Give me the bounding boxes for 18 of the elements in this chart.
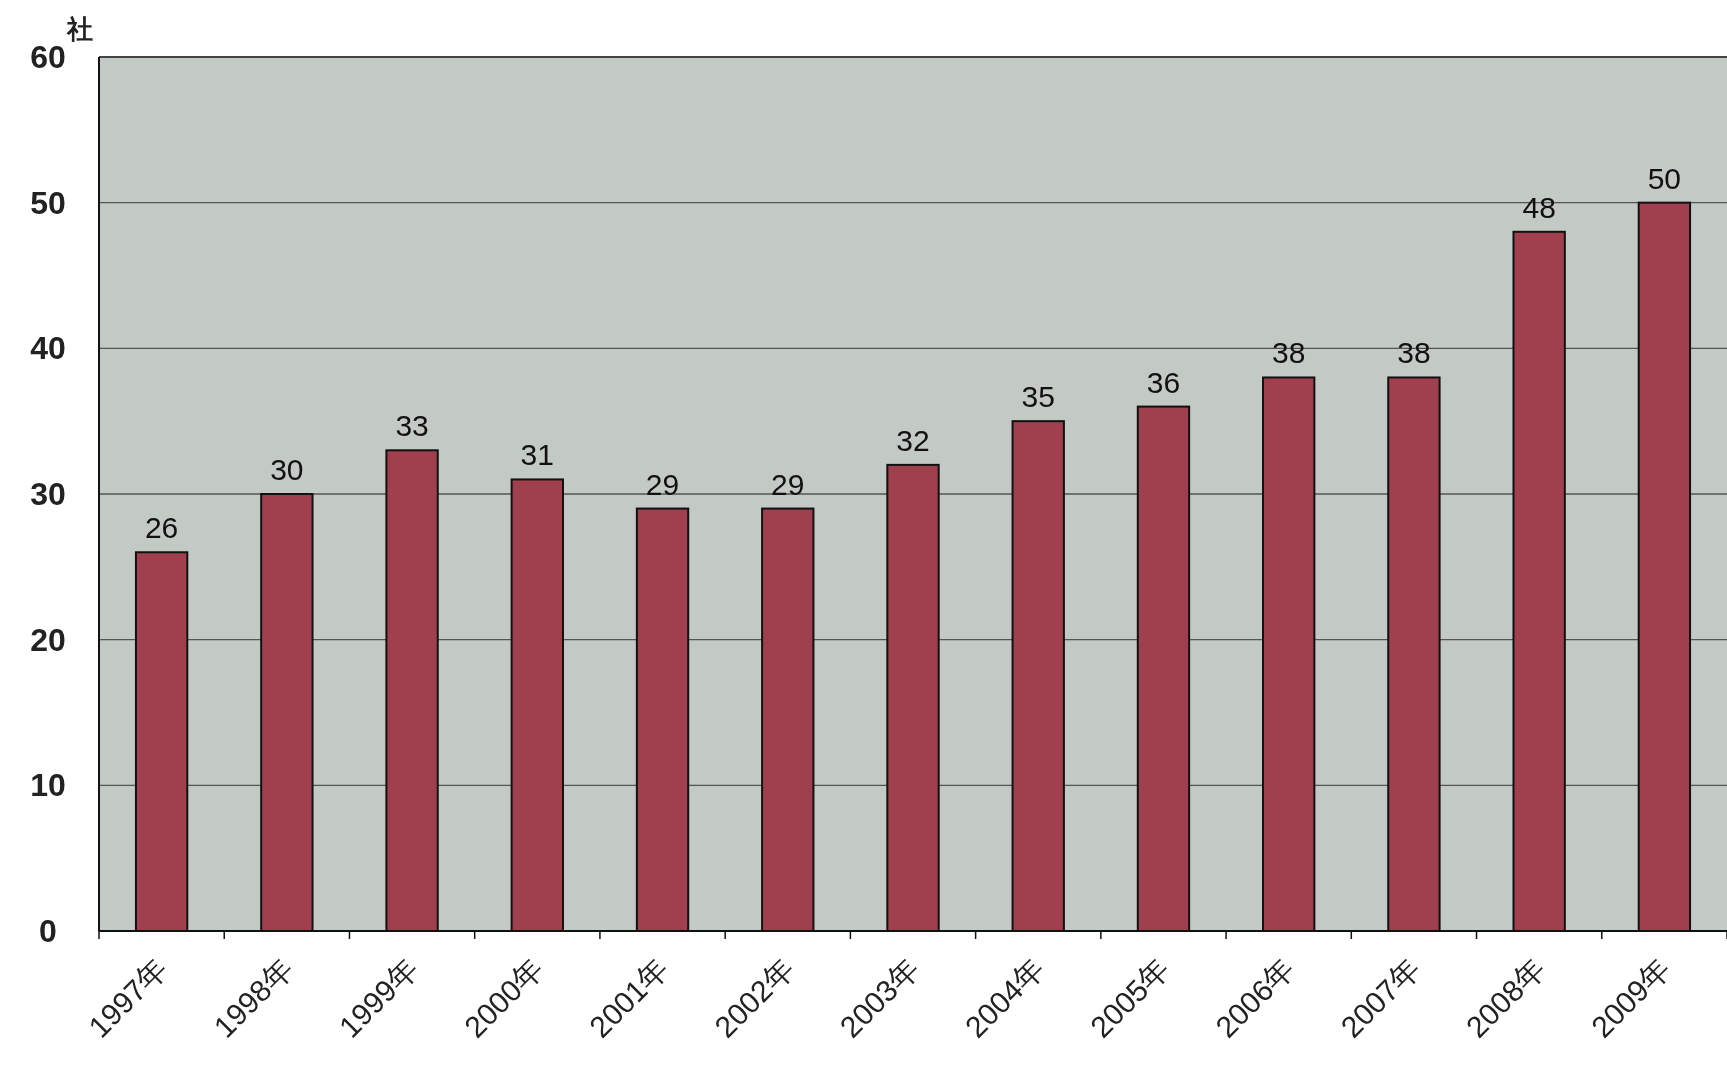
data-label: 33	[395, 409, 429, 443]
data-label: 29	[645, 467, 680, 501]
data-label: 30	[270, 453, 304, 486]
data-label: 31	[520, 438, 554, 472]
y-tick-label: 50	[30, 184, 66, 221]
y-axis-title: 社	[66, 14, 93, 44]
y-tick-label: 40	[30, 330, 66, 367]
data-label: 50	[1647, 161, 1682, 195]
y-tick-label: 60	[30, 39, 66, 75]
data-label: 29	[771, 467, 805, 501]
data-label: 35	[1021, 380, 1055, 414]
y-tick-label: 30	[30, 476, 66, 512]
y-tick-label: 10	[30, 767, 66, 804]
data-label: 32	[896, 423, 930, 457]
data-label: 26	[144, 511, 179, 545]
y-tick-label: 0	[39, 913, 57, 949]
y-tick-label: 20	[30, 621, 66, 658]
data-label: 36	[1146, 365, 1181, 399]
